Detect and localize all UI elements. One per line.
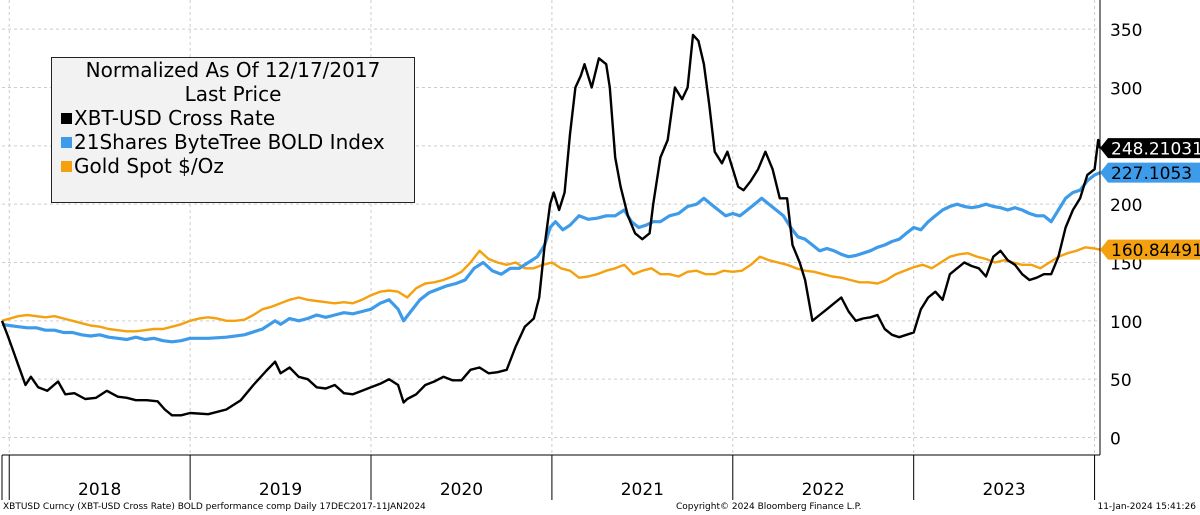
last-value-markers: 248.21031 227.1053 160.84491 [1100, 138, 1200, 261]
footer-timestamp: 11-Jan-2024 15:41:26 [1097, 502, 1196, 512]
x-tick-label: 2018 [78, 480, 121, 500]
y-tick-label: 350 [1110, 21, 1142, 41]
y-tick-label: 50 [1110, 371, 1132, 391]
x-tick-label: 2019 [259, 480, 302, 500]
x-tick-label: 2022 [802, 480, 845, 500]
last-value-tag [1100, 162, 1200, 183]
last-value-tag [1100, 138, 1200, 159]
footer-source: XBTUSD Curncy (XBT-USD Cross Rate) BOLD … [3, 502, 426, 512]
series-line-xbt [0, 33, 1102, 417]
legend-label-xbt: XBT-USD Cross Rate [74, 106, 276, 130]
chart-legend: Normalized As Of 12/17/2017 Last Price X… [51, 57, 415, 203]
series-line-gold [1, 246, 1101, 333]
last-value-tag [1100, 239, 1200, 260]
legend-swatch-gold [61, 160, 72, 172]
legend-item-gold: Gold Spot $/Oz [52, 154, 414, 178]
last-value-bold: 227.1053 [1100, 162, 1200, 184]
x-tick-label: 2023 [982, 480, 1025, 500]
x-tick-label: 2021 [621, 480, 664, 500]
series-line-bold [1, 171, 1101, 344]
last-value-label: 248.21031 [1111, 140, 1200, 160]
legend-swatch-xbt [61, 112, 72, 124]
legend-swatch-bold [61, 136, 72, 148]
legend-label-gold: Gold Spot $/Oz [74, 154, 224, 178]
y-tick-label: 100 [1110, 313, 1142, 333]
y-tick-label: 0 [1110, 430, 1121, 450]
y-tick-label: 300 [1110, 80, 1142, 100]
last-value-label: 160.84491 [1111, 241, 1200, 261]
last-value-xbt: 248.21031 [1100, 138, 1200, 160]
series-layer [0, 33, 1102, 417]
legend-subtitle: Last Price [184, 82, 282, 106]
legend-title: Normalized As Of 12/17/2017 [85, 58, 381, 82]
last-value-gold: 160.84491 [1100, 239, 1200, 261]
legend-label-bold: 21Shares ByteTree BOLD Index [74, 130, 385, 154]
legend-item-bold: 21Shares ByteTree BOLD Index [52, 130, 414, 154]
x-tick-label: 2020 [440, 480, 483, 500]
y-tick-label: 200 [1110, 196, 1142, 216]
legend-item-xbt: XBT-USD Cross Rate [52, 106, 414, 130]
last-value-label: 227.1053 [1111, 164, 1192, 184]
footer-copyright: Copyright© 2024 Bloomberg Finance L.P. [676, 502, 862, 512]
